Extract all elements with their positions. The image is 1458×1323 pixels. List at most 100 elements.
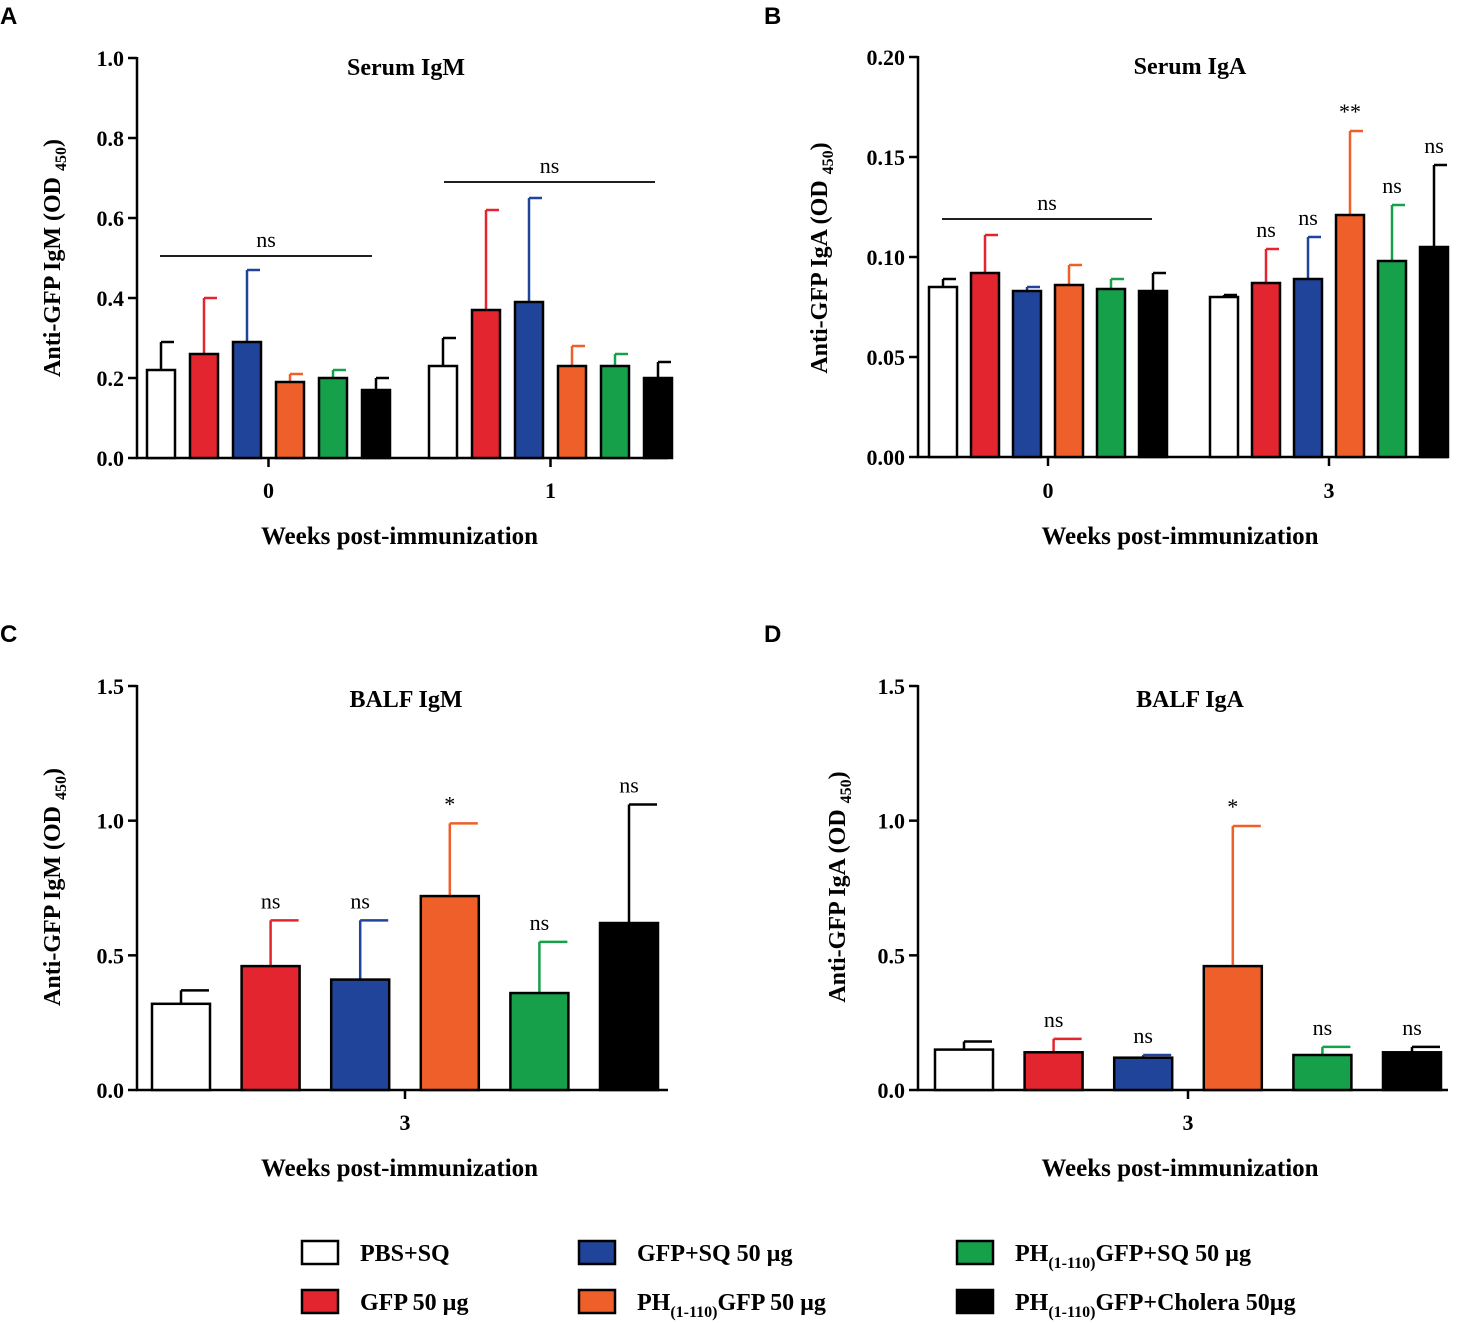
- legend-label-prefix: PH: [1015, 1290, 1049, 1316]
- group-significance-label: ns: [540, 153, 560, 178]
- y-axis-label-end: ): [40, 768, 66, 776]
- legend-label-subscript: (1-110): [1048, 1255, 1095, 1272]
- y-tick-label: 0.8: [97, 126, 125, 151]
- legend-label-suffix: GFP+Cholera 50µg: [1095, 1290, 1295, 1316]
- bar: [360, 388, 392, 460]
- chart-title: BALF IgA: [1136, 687, 1244, 713]
- significance-label: ns: [350, 888, 370, 913]
- significance-label: ns: [1313, 1015, 1333, 1040]
- bar: [1202, 964, 1264, 1092]
- y-tick-label: 0.0: [878, 1078, 906, 1103]
- significance-label: *: [1227, 794, 1238, 819]
- x-tick-label: 3: [400, 1110, 411, 1135]
- bar: [513, 300, 545, 460]
- panel-d: D BALF IgA Anti-GFP IgA (OD 450) 0.0 0.5 1.0 1…: [764, 621, 1448, 1182]
- significance-label: ns: [1133, 1023, 1153, 1048]
- significance-label: ns: [1402, 1015, 1422, 1040]
- bar: [188, 352, 220, 460]
- y-tick-label: 0.15: [867, 145, 906, 170]
- y-axis-label-sub: 450: [53, 776, 70, 800]
- legend-swatch: [955, 1288, 995, 1315]
- y-axis-label: Anti-GFP IgA (OD 450): [825, 771, 855, 1002]
- group-significance-label: ns: [256, 227, 276, 252]
- legend-label-prefix: PH: [1015, 1241, 1049, 1267]
- bar: [1112, 1056, 1174, 1092]
- panel-letter: D: [764, 621, 781, 648]
- bar: [240, 964, 301, 1092]
- bar: [933, 1048, 995, 1092]
- y-axis-label-end: ): [40, 139, 66, 147]
- y-tick-label: 0.0: [97, 1078, 125, 1103]
- panel-a: A Serum IgM Anti-GFP IgM (OD 450) 0.0 0.2 0.4…: [0, 3, 674, 550]
- y-tick-label: 0.00: [867, 445, 906, 470]
- significance-label: **: [1339, 99, 1361, 124]
- chart-title: Serum IgA: [1134, 54, 1247, 80]
- panel-letter: A: [0, 3, 17, 30]
- bar: [1381, 1051, 1443, 1092]
- bar: [1376, 259, 1408, 459]
- legend-label-subscript: (1-110): [1048, 1304, 1095, 1321]
- y-axis-label-end: ): [825, 771, 851, 779]
- bar: [1250, 281, 1282, 459]
- bar: [598, 921, 660, 1092]
- significance-label: ns: [1382, 173, 1402, 198]
- legend-label-subscript: (1-110): [670, 1304, 717, 1321]
- y-axis-label: Anti-GFP IgM (OD 450): [40, 768, 70, 1006]
- y-tick-label: 0.4: [97, 286, 125, 311]
- y-axis-label-sub: 450: [838, 779, 855, 803]
- legend-label: PH(1-110)GFP+SQ 50 µg: [1015, 1241, 1251, 1272]
- x-axis-label: Weeks post-immunization: [261, 1155, 538, 1182]
- group-significance-label: ns: [1037, 190, 1057, 215]
- bar: [317, 376, 349, 460]
- chart-title: BALF IgM: [349, 687, 462, 713]
- y-axis-label-main: Anti-GFP IgM (OD: [40, 171, 66, 377]
- bar: [1334, 213, 1366, 459]
- legend-swatch: [577, 1239, 617, 1266]
- bar: [599, 364, 631, 460]
- y-tick-label: 1.5: [97, 674, 125, 699]
- bar: [927, 285, 959, 459]
- bar: [1208, 295, 1240, 459]
- legend-label-suffix: GFP 50 µg: [717, 1290, 826, 1316]
- y-tick-label: 1.0: [878, 809, 906, 834]
- bar: [1023, 1051, 1084, 1092]
- bar: [427, 364, 459, 460]
- bar: [419, 894, 481, 1092]
- bar: [231, 340, 263, 460]
- y-tick-label: 1.0: [97, 809, 125, 834]
- panel-letter: B: [764, 3, 781, 30]
- bar: [1095, 287, 1127, 459]
- legend-label: PH(1-110)GFP 50 µg: [637, 1290, 826, 1321]
- legend-swatch: [577, 1288, 617, 1315]
- legend-swatch: [300, 1288, 340, 1315]
- bar: [274, 380, 306, 460]
- y-tick-label: 0.5: [878, 943, 906, 968]
- bar: [1011, 289, 1043, 459]
- y-tick-label: 0.6: [97, 206, 125, 231]
- legend-label: GFP 50 µg: [360, 1290, 469, 1316]
- legend-swatch: [300, 1239, 340, 1266]
- bar: [1137, 289, 1169, 459]
- y-axis-label-main: Anti-GFP IgM (OD: [40, 800, 66, 1006]
- bar: [145, 368, 177, 460]
- panel-letter: C: [0, 621, 17, 648]
- bar: [329, 978, 391, 1092]
- x-axis-label: Weeks post-immunization: [261, 523, 538, 550]
- x-tick-label: 0: [263, 478, 274, 503]
- x-axis-label: Weeks post-immunization: [1041, 523, 1318, 550]
- y-tick-label: 0.20: [867, 45, 906, 70]
- bar: [556, 364, 588, 460]
- y-axis-label: Anti-GFP IgM (OD 450): [40, 139, 70, 377]
- significance-label: ns: [261, 888, 281, 913]
- bar: [1292, 277, 1324, 459]
- x-tick-label: 1: [545, 478, 556, 503]
- significance-label: ns: [1044, 1007, 1064, 1032]
- y-tick-label: 0.0: [97, 446, 125, 471]
- legend-label-suffix: GFP+SQ 50 µg: [1095, 1241, 1251, 1267]
- y-tick-label: 1.0: [97, 46, 125, 71]
- y-axis-label-main: Anti-GFP IgA (OD: [825, 803, 851, 1002]
- y-axis-label-end: ): [807, 142, 833, 150]
- y-tick-label: 0.10: [867, 245, 906, 270]
- bar: [969, 271, 1001, 459]
- x-tick-label: 3: [1183, 1110, 1194, 1135]
